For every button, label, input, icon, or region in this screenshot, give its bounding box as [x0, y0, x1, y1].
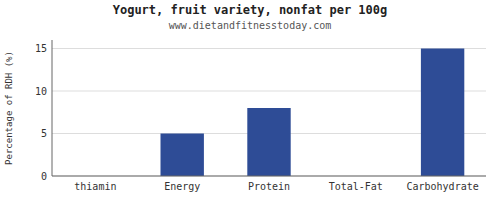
- bar: [161, 134, 204, 177]
- bar: [247, 108, 290, 176]
- y-tick-label: 15: [35, 43, 47, 54]
- y-tick-label: 10: [35, 86, 47, 97]
- x-tick-label: Carbohydrate: [406, 181, 478, 192]
- x-tick-label: Total-Fat: [329, 181, 383, 192]
- bars: [161, 49, 465, 177]
- x-tick-label: Energy: [164, 181, 200, 192]
- y-axis-label: Percentage of RDH (%): [4, 51, 14, 165]
- y-axis-line: [52, 40, 53, 176]
- grid-line: [52, 176, 486, 177]
- y-tick-label: 5: [41, 128, 47, 139]
- x-tick-label: Protein: [248, 181, 290, 192]
- chart: Yogurt, fruit variety, nonfat per 100g ww…: [0, 0, 500, 200]
- x-axis-line: [52, 176, 486, 177]
- y-tick-label: 0: [41, 171, 47, 182]
- x-tick-label: thiamin: [74, 181, 116, 192]
- title: Yogurt, fruit variety, nonfat per 100g: [113, 3, 388, 17]
- bar: [421, 49, 464, 177]
- y-axis: 0 5 10 15: [35, 43, 486, 182]
- subtitle: www.dietandfitnesstoday.com: [169, 20, 332, 31]
